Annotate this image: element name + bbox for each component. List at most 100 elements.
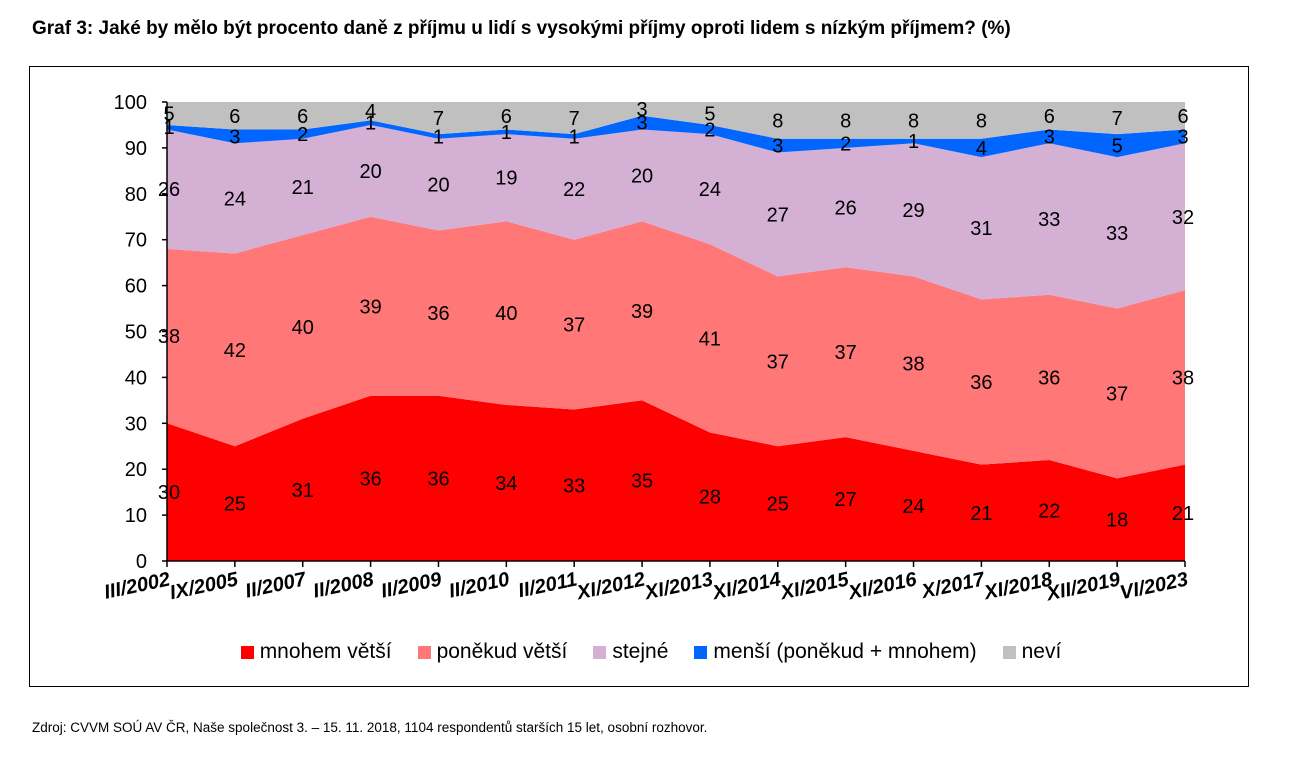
- data-label: 40: [292, 317, 314, 339]
- data-label: 33: [1106, 223, 1128, 245]
- data-label: 36: [1038, 367, 1060, 389]
- data-label: 36: [970, 372, 992, 394]
- data-label: 41: [699, 328, 721, 350]
- data-label: 32: [1172, 207, 1194, 229]
- area-stejné: [167, 124, 1185, 309]
- x-tick-label: II/2008: [311, 568, 376, 602]
- data-label: 34: [495, 473, 517, 495]
- y-tick-label: 30: [125, 413, 147, 435]
- x-tick-label: XI/2016: [846, 568, 920, 604]
- data-label: 27: [835, 489, 857, 511]
- data-label: 20: [359, 161, 381, 183]
- x-tick-label: VI/2023: [1118, 568, 1190, 604]
- data-label: 25: [767, 494, 789, 516]
- data-label: 8: [772, 110, 783, 132]
- data-label: 3: [229, 126, 240, 148]
- chart-title: Graf 3: Jaké by mělo být procento daně z…: [32, 18, 1011, 39]
- legend-swatch: [240, 645, 254, 659]
- legend-item: poněkud větší: [417, 640, 568, 664]
- legend-label: neví: [1021, 640, 1062, 663]
- data-label: 2: [297, 124, 308, 146]
- data-label: 28: [699, 487, 721, 509]
- data-label: 6: [501, 106, 512, 128]
- data-label: 6: [297, 106, 308, 128]
- legend-item: menší (poněkud + mnohem): [694, 640, 977, 664]
- data-label: 22: [563, 179, 585, 201]
- data-label: 5: [163, 103, 174, 125]
- data-label: 37: [1106, 383, 1128, 405]
- x-tick-label: XI/2015: [778, 568, 852, 604]
- data-label: 8: [840, 110, 851, 132]
- y-tick-label: 90: [125, 138, 147, 160]
- data-label: 36: [359, 468, 381, 490]
- source-note: Zdroj: CVVM SOÚ AV ČR, Naše společnost 3…: [32, 720, 708, 735]
- y-tick-label: 70: [125, 230, 147, 252]
- data-label: 42: [224, 340, 246, 362]
- y-tick-label: 10: [125, 505, 147, 527]
- data-label: 7: [433, 108, 444, 130]
- chart-legend: mnohem větší poněkud větší stejné menší (po…: [0, 640, 1302, 664]
- data-label: 1: [908, 131, 919, 153]
- data-label: 8: [908, 110, 919, 132]
- data-label: 20: [631, 165, 653, 187]
- data-label: 5: [1112, 136, 1123, 158]
- legend-label: poněkud větší: [436, 640, 568, 663]
- data-label: 31: [292, 480, 314, 502]
- y-tick-label: 100: [114, 92, 147, 114]
- x-tick-label: II/2010: [447, 568, 511, 602]
- data-label: 21: [292, 177, 314, 199]
- data-label: 38: [158, 326, 180, 348]
- data-label: 24: [699, 179, 721, 201]
- legend-swatch: [593, 645, 607, 659]
- data-label: 29: [902, 200, 924, 222]
- data-label: 22: [1038, 501, 1060, 523]
- data-label: 39: [359, 296, 381, 318]
- data-label: 3: [772, 136, 783, 158]
- data-label: 2: [704, 120, 715, 142]
- legend-label: menší (poněkud + mnohem): [713, 640, 977, 663]
- legend-item: mnohem větší: [240, 640, 392, 664]
- legend-label: stejné: [612, 640, 669, 663]
- data-label: 37: [835, 342, 857, 364]
- data-label: 6: [1177, 106, 1188, 128]
- y-tick-label: 0: [136, 551, 147, 573]
- data-label: 33: [563, 475, 585, 497]
- data-label: 18: [1106, 510, 1128, 532]
- data-label: 1: [433, 126, 444, 148]
- data-label: 1: [163, 117, 174, 139]
- data-label: 8: [976, 110, 987, 132]
- data-label: 21: [1172, 503, 1194, 525]
- y-tick-label: 80: [125, 184, 147, 206]
- data-label: 33: [1038, 209, 1060, 231]
- data-label: 3: [637, 113, 648, 135]
- data-label: 31: [970, 218, 992, 240]
- legend-swatch: [694, 645, 708, 659]
- data-label: 19: [495, 168, 517, 190]
- x-tick-label: XI/2013: [642, 568, 715, 604]
- data-label: 36: [427, 303, 449, 325]
- area-mnohem-větší: [167, 395, 1185, 561]
- data-label: 1: [569, 126, 580, 148]
- x-tick-label: II/2009: [379, 568, 444, 602]
- data-label: 36: [427, 468, 449, 490]
- data-label: 40: [495, 303, 517, 325]
- data-label: 37: [767, 351, 789, 373]
- y-tick-label: 40: [125, 367, 147, 389]
- data-label: 26: [835, 198, 857, 220]
- legend-item: stejné: [593, 640, 668, 664]
- data-label: 6: [229, 106, 240, 128]
- data-label: 1: [501, 122, 512, 144]
- x-tick-label: III/2002: [102, 568, 172, 603]
- x-tick-label: XI/2014: [710, 568, 783, 604]
- x-tick-label: XI/2012: [574, 568, 647, 604]
- data-label: 7: [1112, 108, 1123, 130]
- data-label: 2: [840, 133, 851, 155]
- data-label: 4: [976, 138, 987, 160]
- x-tick-label: IX/2005: [168, 568, 241, 604]
- y-tick-label: 50: [125, 322, 147, 344]
- area-menší-poněkud-mnohem-: [167, 115, 1185, 158]
- data-label: 26: [158, 179, 180, 201]
- data-label: 1: [365, 113, 376, 135]
- legend-item: neví: [1002, 640, 1062, 664]
